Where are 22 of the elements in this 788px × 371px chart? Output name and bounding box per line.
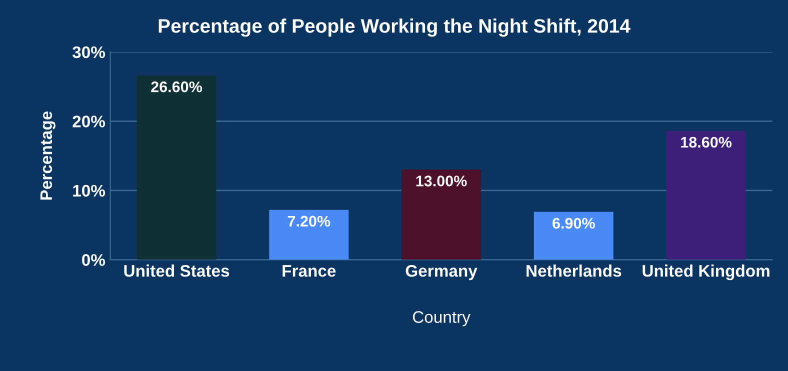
y-tick-label: 20% [72, 116, 106, 128]
bar [534, 212, 614, 260]
x-tick-label: United States [124, 264, 230, 277]
data-label: 7.20% [288, 216, 330, 227]
bar [269, 210, 349, 260]
data-label: 26.60% [151, 81, 202, 92]
bar [136, 75, 216, 260]
x-tick-label: France [282, 265, 336, 277]
bar [666, 130, 746, 260]
y-tick-label: 30% [72, 46, 106, 58]
data-label: 18.60% [681, 136, 732, 148]
bar [402, 170, 481, 260]
y-tick-label: 10% [73, 184, 106, 197]
chart-title: Percentage of People Working the Night Shift, 2014 [158, 18, 630, 37]
data-label: 6.90% [552, 218, 595, 229]
x-tick-label: Germany [406, 265, 478, 280]
y-tick-label: 0% [82, 254, 106, 266]
data-label: 13.00% [416, 176, 467, 186]
x-tick-label: United Kingdom [642, 264, 770, 280]
x-axis-title: Country [412, 311, 470, 326]
x-tick-label: Netherlands [526, 264, 622, 277]
y-axis-title: Percentage [40, 111, 56, 200]
